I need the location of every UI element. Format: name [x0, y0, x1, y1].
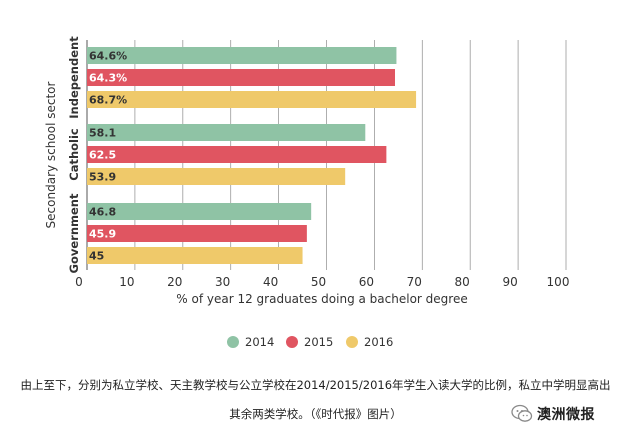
group-label-independent: Independent [67, 36, 81, 119]
bar-label-government-2014: 46.8 [89, 206, 116, 219]
wechat-icon [511, 404, 533, 422]
caption-line-2: 其余两类学校。（《时代报》图片） [229, 407, 402, 421]
bar-catholic-2015 [87, 146, 387, 163]
brand-logo: 澳洲微报 [511, 402, 627, 426]
x-tick-50: 50 [311, 275, 326, 289]
bars [87, 47, 417, 264]
x-tick-90: 90 [502, 275, 517, 289]
x-tick-10: 10 [119, 275, 134, 289]
group-label-government: Government [67, 193, 81, 273]
bar-independent-2014 [87, 47, 397, 64]
bar-label-independent-2014: 64.6% [89, 50, 127, 63]
bar-chart: 64.6% 64.3% 68.7% 58.1 62.5 53.9 46.8 45.9 45 In… [44, 36, 569, 349]
bar-label-catholic-2014: 58.1 [89, 127, 116, 140]
bar-label-independent-2015: 64.3% [89, 72, 127, 85]
legend-swatch-2016 [346, 336, 358, 348]
legend-swatch-2014 [227, 336, 239, 348]
legend-label-2015: 2015 [304, 335, 333, 349]
x-tick-80: 80 [455, 275, 470, 289]
bar-label-catholic-2016: 53.9 [89, 171, 116, 184]
bar-label-catholic-2015: 62.5 [89, 149, 116, 162]
group-label-catholic: Catholic [67, 128, 81, 181]
bar-independent-2016 [87, 91, 417, 108]
y-axis-label: Secondary school sector [44, 82, 58, 229]
caption-line-1: 由上至下，分别为私立学校、天主教学校与公立学校在2014/2015/2016年学… [20, 378, 611, 392]
bar-catholic-2014 [87, 124, 366, 141]
legend-label-2016: 2016 [364, 335, 393, 349]
x-tick-0: 0 [75, 275, 83, 289]
x-tick-20: 20 [167, 275, 182, 289]
brand-name: 澳洲微报 [537, 407, 595, 423]
x-tick-40: 40 [263, 275, 278, 289]
legend-swatch-2015 [286, 336, 298, 348]
group-labels: Independent Catholic Government [67, 36, 81, 274]
bar-labels: 64.6% 64.3% 68.7% 58.1 62.5 53.9 46.8 45.9 45 [89, 50, 127, 263]
legend: 2014 2015 2016 [227, 335, 393, 349]
bar-label-government-2016: 45 [89, 250, 104, 263]
bar-label-independent-2016: 68.7% [89, 94, 127, 107]
x-tick-100: 100 [547, 275, 570, 289]
bar-government-2016 [87, 247, 303, 264]
x-axis-label: % of year 12 graduates doing a bachelor … [176, 292, 467, 306]
bar-label-government-2015: 45.9 [89, 228, 116, 241]
legend-label-2014: 2014 [245, 335, 274, 349]
bar-catholic-2016 [87, 168, 346, 185]
bar-government-2014 [87, 203, 312, 220]
x-tick-30: 30 [215, 275, 230, 289]
x-tick-labels: 0 10 20 30 40 50 60 70 80 90 100 [75, 275, 569, 289]
x-tick-70: 70 [407, 275, 422, 289]
x-tick-60: 60 [359, 275, 374, 289]
bar-independent-2015 [87, 69, 395, 86]
bar-government-2015 [87, 225, 307, 242]
